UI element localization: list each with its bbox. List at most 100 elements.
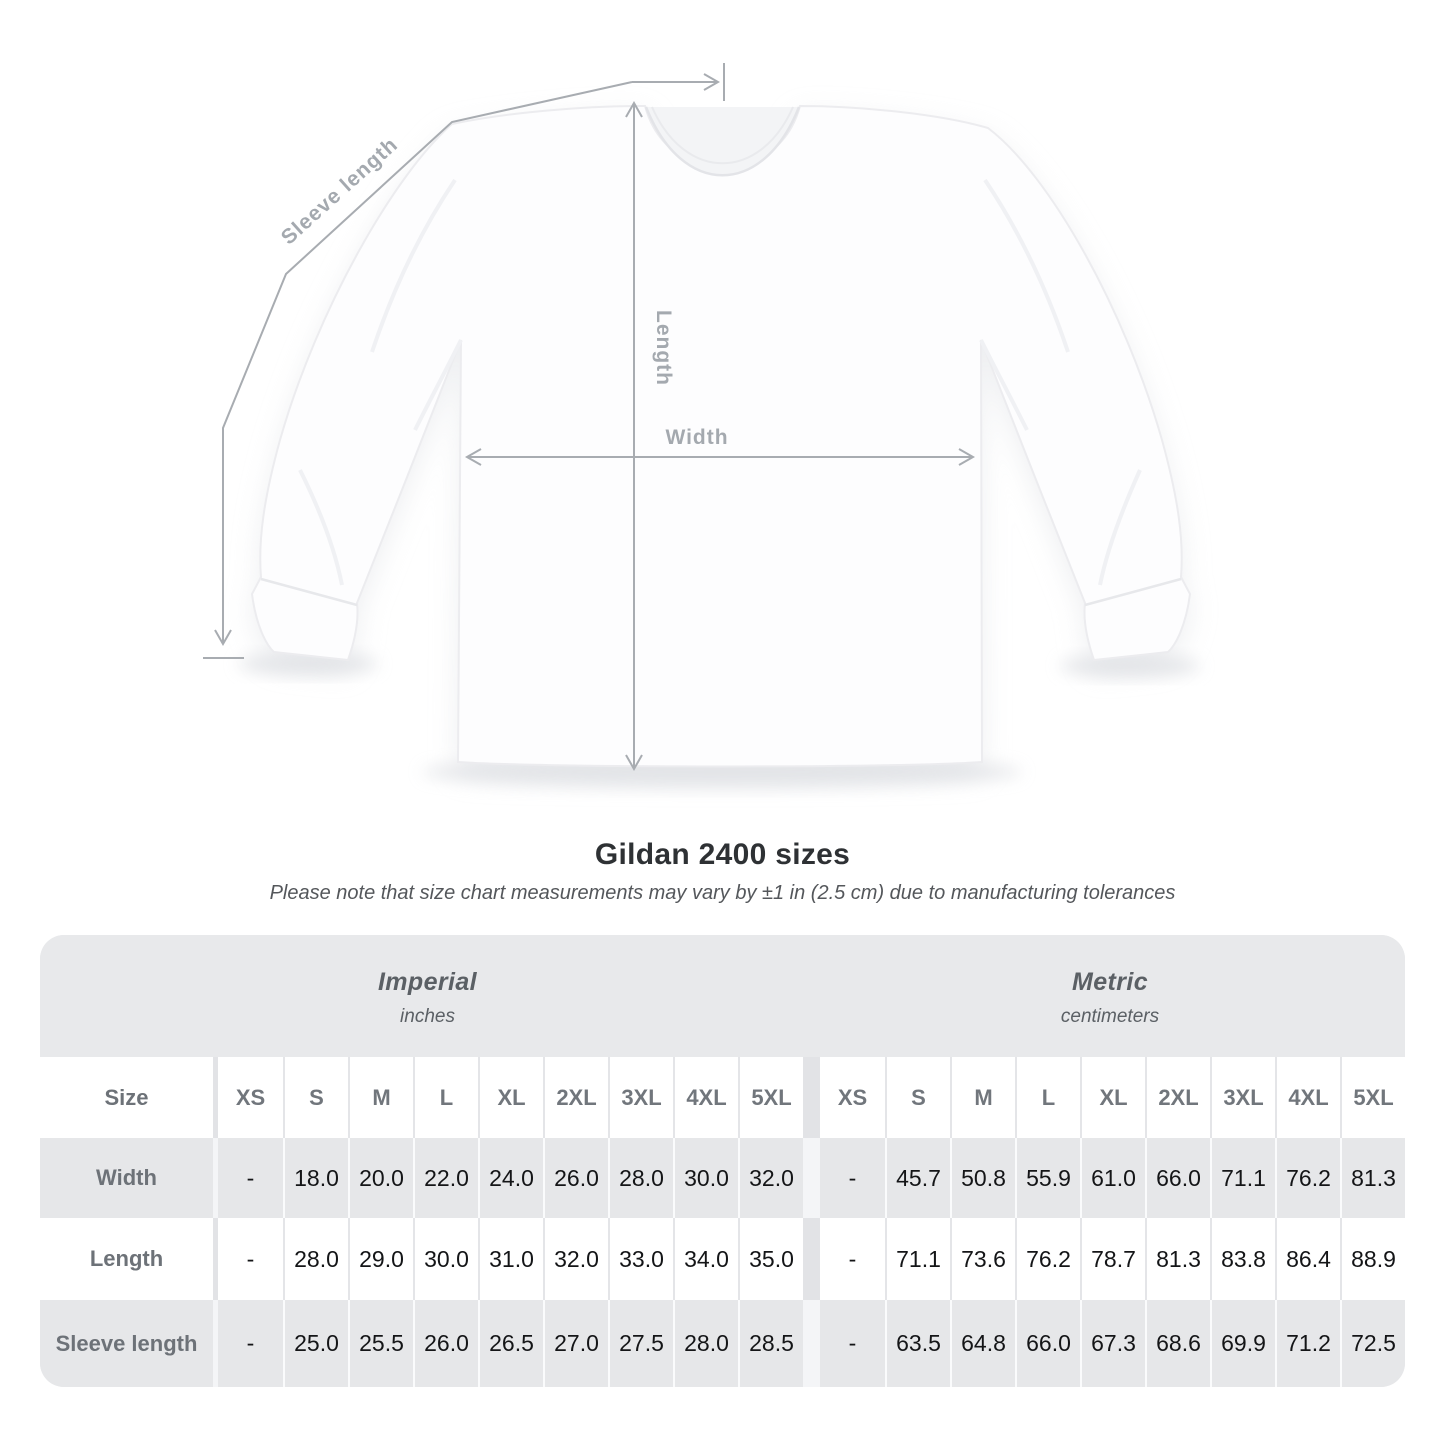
value-metric-L: 66.0 xyxy=(1015,1300,1080,1387)
label-column-spacer xyxy=(213,1138,218,1218)
collar xyxy=(644,106,801,177)
value-imperial-5XL: 32.0 xyxy=(738,1138,803,1218)
unit-group-spacer xyxy=(803,1057,820,1138)
width-label: Width xyxy=(665,426,728,449)
length-arrowhead-up xyxy=(625,100,643,118)
value-imperial-S: 28.0 xyxy=(283,1218,348,1300)
size-col-imperial-XL: XL xyxy=(478,1057,543,1138)
value-metric-4XL: 71.2 xyxy=(1275,1300,1340,1387)
value-metric-3XL: 71.1 xyxy=(1210,1138,1275,1218)
shirt-measurement-diagram: Sleeve length Length Width xyxy=(203,63,1200,788)
value-metric-XL: 61.0 xyxy=(1080,1138,1145,1218)
value-imperial-3XL: 27.5 xyxy=(608,1300,673,1387)
width-arrowhead-right xyxy=(958,448,976,466)
unit-group-band: Imperial inches Metric centimeters xyxy=(40,935,1405,1057)
length-arrowhead-down xyxy=(625,754,643,772)
value-imperial-3XL: 33.0 xyxy=(608,1218,673,1300)
size-col-metric-L: L xyxy=(1015,1057,1080,1138)
measurement-row-width: Width - 18.0 20.0 22.0 24.0 26.0 28.0 30.0 32.0 - 4… xyxy=(40,1138,1405,1218)
value-metric-M: 73.6 xyxy=(950,1218,1015,1300)
unit-group-spacer xyxy=(803,1300,820,1387)
value-metric-XL: 67.3 xyxy=(1080,1300,1145,1387)
measurement-row-sleeve-length-label: Sleeve length xyxy=(55,1330,198,1356)
length-label: Length xyxy=(652,310,675,386)
size-col-imperial-S: S xyxy=(283,1057,348,1138)
value-imperial-XS: - xyxy=(246,1330,255,1356)
value-metric-S: 71.1 xyxy=(885,1218,950,1300)
value-imperial-3XL: 28.0 xyxy=(608,1138,673,1218)
size-col-metric-S: S xyxy=(885,1057,950,1138)
value-imperial-L: 26.0 xyxy=(413,1300,478,1387)
size-col-metric-XS: XS xyxy=(837,1084,868,1110)
size-col-imperial-3XL: 3XL xyxy=(608,1057,673,1138)
imperial-group-header: Imperial inches xyxy=(40,935,815,1057)
value-imperial-M: 29.0 xyxy=(348,1218,413,1300)
imperial-sublabel: inches xyxy=(400,1006,455,1027)
size-header-row: Size XS S M L XL 2XL 3XL 4XL 5XL XS S M L XL 2XL 3XL 4XL 5… xyxy=(40,1057,1405,1138)
size-col-imperial-XS: XS xyxy=(235,1084,266,1110)
size-col-imperial-4XL: 4XL xyxy=(673,1057,738,1138)
value-imperial-4XL: 30.0 xyxy=(673,1138,738,1218)
measurement-row-sleeve-length: Sleeve length -25.0 25.5 26.0 26.5 27.0 27.5 28… xyxy=(40,1300,1405,1387)
measurement-annotations xyxy=(203,63,976,772)
value-imperial-4XL: 34.0 xyxy=(673,1218,738,1300)
size-col-metric-XL: XL xyxy=(1080,1057,1145,1138)
value-metric-L: 76.2 xyxy=(1015,1218,1080,1300)
sleeve-arrowhead-right xyxy=(703,73,721,91)
imperial-label: Imperial xyxy=(377,968,478,996)
value-imperial-4XL: 28.0 xyxy=(673,1300,738,1387)
unit-group-spacer xyxy=(803,1138,820,1218)
value-metric-2XL: 81.3 xyxy=(1145,1218,1210,1300)
value-metric-3XL: 83.8 xyxy=(1210,1218,1275,1300)
size-header-row-label: Size xyxy=(104,1084,149,1110)
size-col-metric-M: M xyxy=(950,1057,1015,1138)
value-imperial-2XL: 27.0 xyxy=(543,1300,608,1387)
value-imperial-XL: 24.0 xyxy=(478,1138,543,1218)
size-table-rows: Size XS S M L XL 2XL 3XL 4XL 5XL XS S M L XL 2XL 3XL 4XL 5… xyxy=(40,1057,1405,1387)
value-imperial-M: 25.5 xyxy=(348,1300,413,1387)
size-col-metric-5XL: 5XL xyxy=(1340,1057,1405,1138)
value-imperial-5XL: 28.5 xyxy=(738,1300,803,1387)
value-metric-4XL: 86.4 xyxy=(1275,1218,1340,1300)
value-metric-XL: 78.7 xyxy=(1080,1218,1145,1300)
metric-group-header: Metric centimeters xyxy=(815,935,1405,1057)
value-metric-5XL: 88.9 xyxy=(1340,1218,1405,1300)
page-title: Gildan 2400 sizes xyxy=(594,838,851,871)
unit-group-spacer xyxy=(803,1218,820,1300)
label-column-spacer xyxy=(213,1057,218,1138)
value-imperial-2XL: 32.0 xyxy=(543,1218,608,1300)
value-metric-2XL: 68.6 xyxy=(1145,1300,1210,1387)
width-arrowhead-left xyxy=(464,448,482,466)
sleeve-diagonal-line xyxy=(222,81,633,642)
value-imperial-L: 22.0 xyxy=(413,1138,478,1218)
measurement-row-length: Length - 28.0 29.0 30.0 31.0 32.0 33.0 34.0 35.0 -… xyxy=(40,1218,1405,1300)
value-metric-S: 45.7 xyxy=(885,1138,950,1218)
value-metric-M: 64.8 xyxy=(950,1300,1015,1387)
title-block: Gildan 2400 sizes Please note that size … xyxy=(0,838,1445,905)
size-col-imperial-L: L xyxy=(413,1057,478,1138)
size-col-metric-4XL: 4XL xyxy=(1275,1057,1340,1138)
value-metric-2XL: 66.0 xyxy=(1145,1138,1210,1218)
size-col-metric-3XL: 3XL xyxy=(1210,1057,1275,1138)
size-col-imperial-2XL: 2XL xyxy=(543,1057,608,1138)
value-imperial-L: 30.0 xyxy=(413,1218,478,1300)
value-metric-XS: - xyxy=(848,1245,857,1272)
label-column-spacer xyxy=(213,1218,218,1300)
label-column-spacer xyxy=(213,1300,218,1387)
value-imperial-S: 25.0 xyxy=(283,1300,348,1387)
value-imperial-M: 20.0 xyxy=(348,1138,413,1218)
value-imperial-S: 18.0 xyxy=(283,1138,348,1218)
size-chart-table: Imperial inches Metric centimeters Size X… xyxy=(40,935,1405,1387)
value-metric-3XL: 69.9 xyxy=(1210,1300,1275,1387)
value-metric-S: 63.5 xyxy=(885,1300,950,1387)
value-metric-XS: - xyxy=(848,1164,857,1191)
value-metric-XS: - xyxy=(848,1330,857,1356)
measurement-row-length-label: Length xyxy=(89,1246,164,1271)
long-sleeve-shirt xyxy=(250,104,1192,768)
value-imperial-5XL: 35.0 xyxy=(738,1218,803,1300)
value-metric-5XL: 72.5 xyxy=(1340,1300,1405,1387)
value-metric-5XL: 81.3 xyxy=(1340,1138,1405,1218)
value-metric-L: 55.9 xyxy=(1015,1138,1080,1218)
measurement-row-width-label: Width xyxy=(96,1165,157,1190)
value-metric-M: 50.8 xyxy=(950,1138,1015,1218)
